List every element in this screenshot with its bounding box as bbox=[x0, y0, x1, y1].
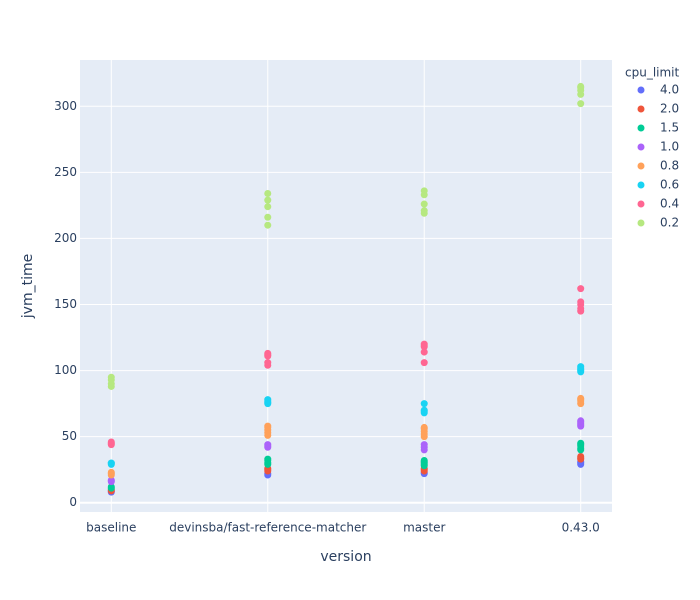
point bbox=[264, 349, 272, 357]
x-axis-title: version bbox=[320, 549, 371, 565]
point bbox=[577, 363, 585, 371]
plot-background bbox=[80, 60, 612, 512]
point bbox=[577, 394, 585, 402]
point bbox=[420, 359, 428, 367]
point bbox=[577, 452, 585, 460]
point bbox=[264, 422, 272, 430]
point bbox=[107, 459, 115, 467]
point bbox=[107, 483, 115, 491]
legend-label: 0.4 bbox=[660, 197, 679, 211]
legend-marker bbox=[637, 86, 645, 94]
point bbox=[577, 298, 585, 306]
x-tick-label: master bbox=[403, 521, 445, 535]
point bbox=[264, 359, 272, 367]
point bbox=[420, 340, 428, 348]
y-tick-label: 50 bbox=[62, 429, 77, 443]
point bbox=[420, 423, 428, 431]
point bbox=[420, 207, 428, 215]
legend-label: 1.5 bbox=[660, 121, 679, 135]
y-tick-label: 200 bbox=[54, 231, 77, 245]
point bbox=[264, 396, 272, 404]
legend-label: 0.8 bbox=[660, 159, 679, 173]
y-tick-label: 100 bbox=[54, 363, 77, 377]
y-tick-label: 0 bbox=[69, 495, 77, 509]
point bbox=[420, 441, 428, 449]
x-tick-label: 0.43.0 bbox=[562, 521, 600, 535]
point bbox=[264, 213, 272, 221]
legend-marker bbox=[637, 219, 645, 227]
legend-marker bbox=[637, 124, 645, 132]
legend-marker bbox=[637, 181, 645, 189]
x-tick-label: baseline bbox=[86, 521, 136, 535]
point bbox=[577, 82, 585, 90]
point bbox=[577, 439, 585, 447]
legend-label: 4.0 bbox=[660, 83, 679, 97]
point bbox=[577, 417, 585, 425]
point bbox=[420, 456, 428, 464]
y-axis-title: jvm_time bbox=[20, 254, 36, 319]
point bbox=[420, 400, 428, 408]
point bbox=[107, 373, 115, 381]
point bbox=[420, 406, 428, 414]
point bbox=[264, 221, 272, 229]
point bbox=[107, 476, 115, 484]
legend-label: 1.0 bbox=[660, 140, 679, 154]
point bbox=[264, 203, 272, 211]
legend-marker bbox=[637, 105, 645, 113]
point bbox=[420, 200, 428, 208]
point bbox=[420, 348, 428, 356]
point bbox=[420, 187, 428, 195]
point bbox=[264, 196, 272, 204]
legend-label: 2.0 bbox=[660, 102, 679, 116]
y-tick-label: 300 bbox=[54, 99, 77, 113]
y-tick-label: 250 bbox=[54, 165, 77, 179]
point bbox=[264, 455, 272, 463]
point bbox=[264, 189, 272, 197]
legend-label: 0.6 bbox=[660, 178, 679, 192]
legend-marker bbox=[637, 162, 645, 170]
point bbox=[577, 100, 585, 108]
point bbox=[577, 285, 585, 293]
point bbox=[264, 441, 272, 449]
point bbox=[107, 438, 115, 446]
legend-title: cpu_limit bbox=[625, 66, 680, 80]
legend-label: 0.2 bbox=[660, 216, 679, 230]
y-tick-label: 150 bbox=[54, 297, 77, 311]
legend-marker bbox=[637, 200, 645, 208]
legend-marker bbox=[637, 143, 645, 151]
x-tick-label: devinsba/fast-reference-matcher bbox=[169, 521, 366, 535]
point bbox=[107, 468, 115, 476]
